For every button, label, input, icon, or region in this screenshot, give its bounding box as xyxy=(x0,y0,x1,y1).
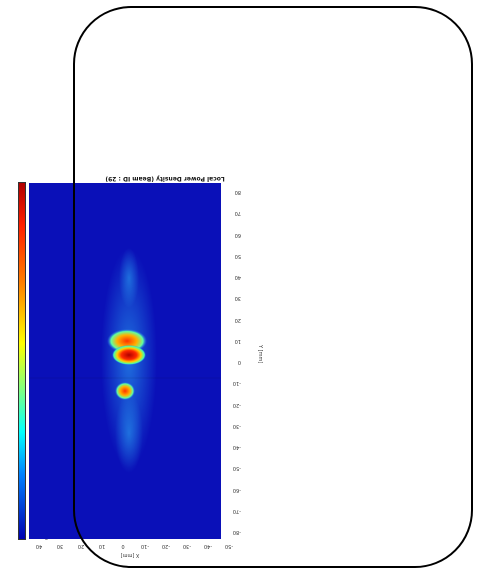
hotspot-main xyxy=(112,345,146,365)
x-tick-label: -20 xyxy=(161,543,170,549)
y-axis-label: Y [mm] xyxy=(257,345,263,364)
y-tick-label: 80 xyxy=(234,189,241,195)
y-tick-label: -80 xyxy=(232,529,241,535)
y-tick-label: 10 xyxy=(234,337,241,344)
y-tick-label: -50 xyxy=(232,465,241,472)
y-tick-label: -60 xyxy=(232,486,241,493)
y-tick-label: -10 xyxy=(232,380,241,387)
x-tick-label: -50 xyxy=(224,543,234,549)
y-tick-label: 30 xyxy=(234,295,241,302)
x-axis-label: X [mm] xyxy=(120,552,140,558)
x-tick-label: 40 xyxy=(35,543,43,549)
y-tick-label: -40 xyxy=(232,444,241,450)
x-tick-label: 10 xyxy=(99,543,106,549)
x-tick-label: -30 xyxy=(182,543,191,549)
heatmap xyxy=(29,183,221,539)
y-tick-label: 60 xyxy=(234,231,241,238)
x-tick-label: -40 xyxy=(203,543,212,549)
plot-title: Local Power Density (Beam ID : 29) xyxy=(105,175,225,182)
beam-upper-tail xyxy=(119,248,139,308)
hotspot-lower xyxy=(115,382,135,400)
y-tick-label: -30 xyxy=(232,422,241,429)
y-tick-label: 20 xyxy=(234,316,241,323)
y-tick-label: 70 xyxy=(234,210,241,217)
x-tick-label: 0 xyxy=(121,543,126,549)
power-density-plot: Local Power Density (Beam ID : 29) 5.554… xyxy=(10,170,263,560)
y-tick-label: 50 xyxy=(234,252,241,259)
x-tick-label: -10 xyxy=(140,543,149,549)
beam-lower-tail xyxy=(115,393,143,473)
y-tick-label: -70 xyxy=(232,507,241,514)
x-tick-label: 30 xyxy=(56,543,64,549)
x-tick-label: 20 xyxy=(78,543,85,549)
colorbar xyxy=(18,182,26,540)
y-tick-label: -20 xyxy=(232,401,241,408)
y-tick-label: 40 xyxy=(234,274,241,280)
